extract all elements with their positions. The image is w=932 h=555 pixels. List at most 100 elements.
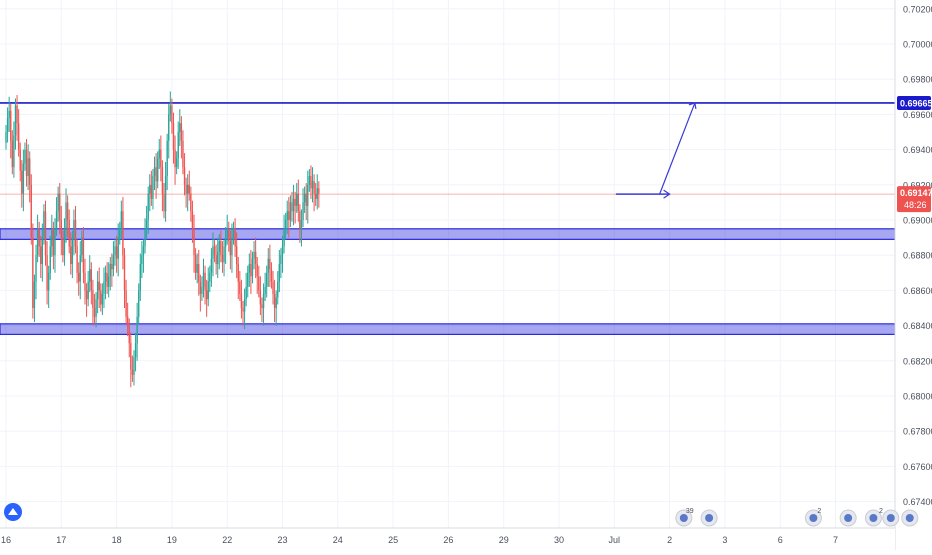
candle-body xyxy=(147,193,149,220)
candle-body xyxy=(213,246,216,256)
candle xyxy=(283,214,285,254)
time-axis[interactable]: 16 17 18 19 22 23 24 25 26 29 30 Jul 2 3 6 7 xyxy=(0,527,895,550)
candle-body xyxy=(302,202,304,220)
candle-body xyxy=(14,105,17,136)
candle-body xyxy=(17,123,20,150)
candle xyxy=(17,109,20,157)
tradingview-logo-icon[interactable] xyxy=(4,503,22,521)
time-tick-label: 16 xyxy=(1,535,11,545)
arrow-up-right-icon xyxy=(688,102,697,110)
candle-body xyxy=(63,228,66,256)
candle xyxy=(44,200,47,266)
candle-body xyxy=(152,176,154,199)
time-tick-label: Jul xyxy=(609,535,621,545)
candle xyxy=(288,197,290,238)
time-tick-label: 2 xyxy=(667,535,672,545)
candle-body xyxy=(22,163,25,194)
candle-body xyxy=(19,149,21,171)
price-axis-background xyxy=(895,0,932,550)
candle-body xyxy=(11,140,14,168)
candle xyxy=(220,230,222,263)
candle xyxy=(243,288,246,330)
candle-body xyxy=(158,149,160,159)
flag-inner-icon xyxy=(869,514,878,522)
candle xyxy=(218,234,220,270)
candle-body xyxy=(155,167,157,182)
candle xyxy=(125,279,127,324)
candle-body xyxy=(73,220,75,238)
candle xyxy=(139,253,141,301)
candle-body xyxy=(163,193,165,212)
candle-body xyxy=(41,237,44,264)
candle xyxy=(98,267,100,308)
candle-body xyxy=(40,246,42,264)
candle xyxy=(272,271,274,305)
candle xyxy=(6,107,9,143)
candle-body xyxy=(136,316,138,344)
candle xyxy=(123,248,126,308)
candle-body xyxy=(180,123,183,141)
candle-body xyxy=(153,167,156,176)
candle xyxy=(14,98,17,150)
candle xyxy=(93,293,96,324)
candle-body xyxy=(101,293,104,305)
candle-body xyxy=(198,264,200,282)
candle-body xyxy=(261,304,263,308)
candle xyxy=(245,272,247,307)
candle-body xyxy=(264,286,266,294)
time-tick-label: 23 xyxy=(277,535,287,545)
candle xyxy=(119,221,121,245)
candle-body xyxy=(6,117,9,132)
candle xyxy=(112,241,115,277)
candle-body xyxy=(133,357,135,375)
candle-body xyxy=(57,193,59,212)
chart-grid xyxy=(0,0,895,528)
time-tick-label: 24 xyxy=(333,535,343,545)
flag-inner-icon xyxy=(705,514,714,522)
candle xyxy=(240,279,243,319)
candle-body xyxy=(188,184,190,194)
flag-inner-icon xyxy=(905,514,914,522)
projection-trend-line xyxy=(659,102,696,195)
candle xyxy=(51,214,53,257)
candle-body xyxy=(231,237,233,256)
candle-body xyxy=(316,188,318,199)
time-tick-label: 25 xyxy=(388,535,398,545)
candle-body xyxy=(114,246,116,256)
candle xyxy=(161,160,164,212)
candle xyxy=(62,230,64,263)
candle xyxy=(96,271,99,314)
candle-body xyxy=(194,255,197,273)
candle-body xyxy=(112,255,115,270)
candle-body xyxy=(145,220,148,229)
candle-body xyxy=(79,255,81,282)
candle-body xyxy=(280,255,282,264)
candle xyxy=(70,232,72,275)
candle xyxy=(103,267,105,308)
candle xyxy=(172,112,175,164)
candle-body xyxy=(93,308,96,317)
candle-body xyxy=(242,308,244,312)
candle-body xyxy=(311,181,314,189)
candle-body xyxy=(71,237,74,264)
candle-body xyxy=(228,228,230,242)
event-count-badge: 39 xyxy=(686,508,694,515)
candle-body xyxy=(254,251,257,264)
candle-body xyxy=(284,220,287,229)
candle-body xyxy=(296,193,298,206)
candle xyxy=(207,267,209,307)
time-tick-label: 18 xyxy=(112,535,122,545)
candle-body xyxy=(314,193,317,199)
candle-body xyxy=(117,237,119,259)
candle xyxy=(10,103,12,159)
candle-body xyxy=(156,158,159,182)
candle-body xyxy=(119,228,121,238)
candle-body xyxy=(221,255,224,263)
candle xyxy=(49,235,51,280)
candle xyxy=(201,276,203,301)
candle-body xyxy=(95,299,97,317)
